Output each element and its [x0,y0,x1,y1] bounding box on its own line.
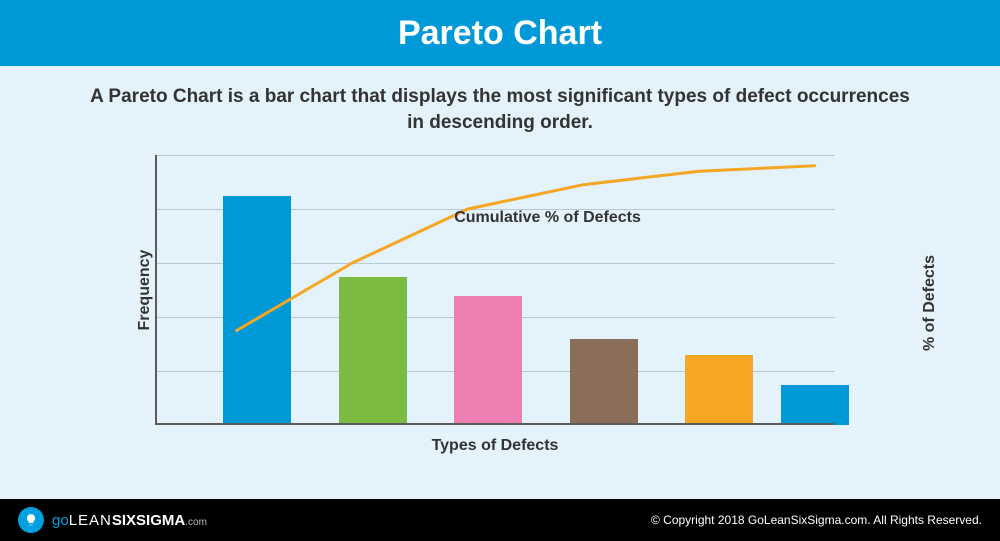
cumulative-line-label: Cumulative % of Defects [454,209,641,227]
logo-domain: .com [185,517,207,528]
header-bar: Pareto Chart [0,0,1000,66]
logo-go: go [52,512,69,529]
chart-plot-area: Frequency Types of Defects Cumulative % … [155,155,835,425]
x-axis [155,423,835,425]
logo-sixsigma: SIXSIGMA [112,512,185,529]
pareto-chart: Frequency Types of Defects Cumulative % … [115,145,885,460]
x-axis-label: Types of Defects [155,437,835,455]
footer-bar: goLEANSIXSIGMA.com © Copyright 2018 GoLe… [0,499,1000,541]
lightbulb-icon [18,507,44,533]
logo-lean: LEAN [69,512,112,529]
y-right-axis-label: % of Defects [921,255,939,351]
subtitle-text: A Pareto Chart is a bar chart that displ… [0,66,1000,145]
bar [223,196,291,426]
copyright-text: © Copyright 2018 GoLeanSixSigma.com. All… [651,513,982,527]
brand-wordmark: goLEANSIXSIGMA.com [52,512,207,529]
brand-logo: goLEANSIXSIGMA.com [18,507,207,533]
bar [685,355,753,425]
page-title: Pareto Chart [398,14,602,53]
bar [339,277,407,426]
y-left-axis-label: Frequency [136,250,154,331]
bar [781,385,849,426]
y-axis-left [155,155,157,425]
bar [454,296,522,426]
bars-group [155,155,835,425]
bar [570,339,638,425]
